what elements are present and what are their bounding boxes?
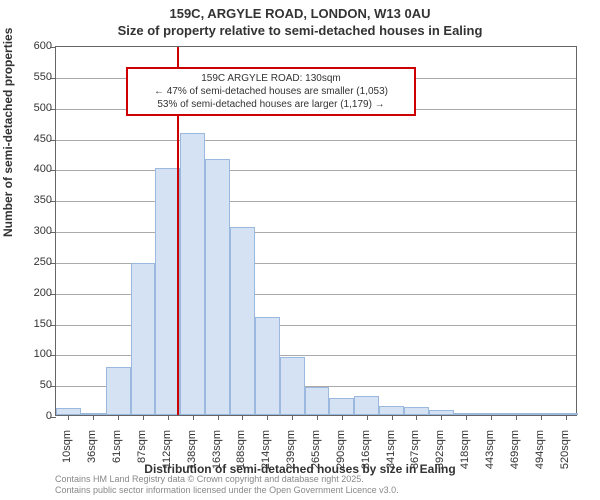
x-tick-label: 392sqm bbox=[434, 430, 446, 478]
histogram-bar bbox=[280, 357, 305, 415]
histogram-bar bbox=[305, 387, 330, 415]
histogram-bar bbox=[230, 227, 255, 415]
x-tick-mark bbox=[566, 415, 567, 420]
y-tick-label: 400 bbox=[12, 163, 52, 175]
annotation-box: 159C ARGYLE ROAD: 130sqm← 47% of semi-de… bbox=[126, 67, 416, 116]
x-tick-mark bbox=[342, 415, 343, 420]
x-tick-label: 163sqm bbox=[211, 430, 223, 478]
y-tick-label: 200 bbox=[12, 287, 52, 299]
x-tick-mark bbox=[367, 415, 368, 420]
y-tick-label: 300 bbox=[12, 225, 52, 237]
y-tick-label: 450 bbox=[12, 133, 52, 145]
x-tick-label: 188sqm bbox=[235, 430, 247, 478]
x-tick-mark bbox=[516, 415, 517, 420]
x-tick-label: 61sqm bbox=[111, 430, 123, 478]
plot-area: 159C ARGYLE ROAD: 130sqm← 47% of semi-de… bbox=[55, 46, 577, 416]
grid-line bbox=[56, 170, 576, 171]
x-tick-mark bbox=[541, 415, 542, 420]
y-tick-label: 500 bbox=[12, 102, 52, 114]
x-tick-label: 316sqm bbox=[360, 430, 372, 478]
x-tick-mark bbox=[68, 415, 69, 420]
x-tick-label: 239sqm bbox=[285, 430, 297, 478]
x-tick-mark bbox=[441, 415, 442, 420]
x-tick-label: 265sqm bbox=[310, 430, 322, 478]
credit-line1: Contains HM Land Registry data © Crown c… bbox=[55, 474, 399, 485]
y-tick-label: 350 bbox=[12, 194, 52, 206]
y-tick-label: 0 bbox=[12, 410, 52, 422]
credits: Contains HM Land Registry data © Crown c… bbox=[55, 474, 399, 496]
grid-line bbox=[56, 232, 576, 233]
x-tick-label: 10sqm bbox=[61, 430, 73, 478]
annotation-line3: 53% of semi-detached houses are larger (… bbox=[134, 98, 408, 111]
y-tick-label: 600 bbox=[12, 40, 52, 52]
y-tick-label: 50 bbox=[12, 379, 52, 391]
x-tick-label: 520sqm bbox=[559, 430, 571, 478]
x-tick-mark bbox=[491, 415, 492, 420]
x-tick-mark bbox=[416, 415, 417, 420]
x-tick-label: 443sqm bbox=[484, 430, 496, 478]
title-line1: 159C, ARGYLE ROAD, LONDON, W13 0AU bbox=[0, 0, 600, 21]
x-tick-mark bbox=[267, 415, 268, 420]
x-tick-mark bbox=[218, 415, 219, 420]
x-tick-mark bbox=[317, 415, 318, 420]
x-tick-mark bbox=[193, 415, 194, 420]
histogram-bar bbox=[404, 407, 429, 415]
x-tick-label: 138sqm bbox=[186, 430, 198, 478]
x-tick-label: 494sqm bbox=[534, 430, 546, 478]
histogram-bar bbox=[180, 133, 205, 415]
y-tick-label: 550 bbox=[12, 71, 52, 83]
x-tick-label: 290sqm bbox=[335, 430, 347, 478]
histogram-bar bbox=[56, 408, 81, 415]
chart-container: 159C, ARGYLE ROAD, LONDON, W13 0AU Size … bbox=[0, 0, 600, 500]
x-tick-label: 112sqm bbox=[161, 430, 173, 478]
histogram-bar bbox=[379, 406, 404, 415]
x-tick-label: 87sqm bbox=[136, 430, 148, 478]
histogram-bar bbox=[329, 398, 354, 415]
x-tick-label: 214sqm bbox=[260, 430, 272, 478]
grid-line bbox=[56, 140, 576, 141]
y-tick-label: 150 bbox=[12, 318, 52, 330]
y-tick-label: 100 bbox=[12, 348, 52, 360]
x-tick-mark bbox=[466, 415, 467, 420]
x-tick-mark bbox=[292, 415, 293, 420]
x-tick-label: 36sqm bbox=[86, 430, 98, 478]
x-tick-mark bbox=[118, 415, 119, 420]
x-tick-mark bbox=[93, 415, 94, 420]
credit-line2: Contains public sector information licen… bbox=[55, 485, 399, 496]
x-tick-mark bbox=[242, 415, 243, 420]
grid-line bbox=[56, 201, 576, 202]
histogram-bar bbox=[106, 367, 131, 415]
x-tick-label: 367sqm bbox=[409, 430, 421, 478]
x-tick-mark bbox=[143, 415, 144, 420]
x-tick-label: 418sqm bbox=[459, 430, 471, 478]
x-tick-label: 469sqm bbox=[509, 430, 521, 478]
y-tick-label: 250 bbox=[12, 256, 52, 268]
x-tick-mark bbox=[168, 415, 169, 420]
annotation-line1: 159C ARGYLE ROAD: 130sqm bbox=[134, 72, 408, 85]
x-tick-mark bbox=[392, 415, 393, 420]
title-line2: Size of property relative to semi-detach… bbox=[0, 21, 600, 38]
x-tick-label: 341sqm bbox=[385, 430, 397, 478]
histogram-bar bbox=[205, 159, 230, 415]
histogram-bar bbox=[131, 263, 156, 415]
histogram-bar bbox=[255, 317, 280, 415]
annotation-line2: ← 47% of semi-detached houses are smalle… bbox=[134, 85, 408, 98]
histogram-bar bbox=[354, 396, 379, 415]
